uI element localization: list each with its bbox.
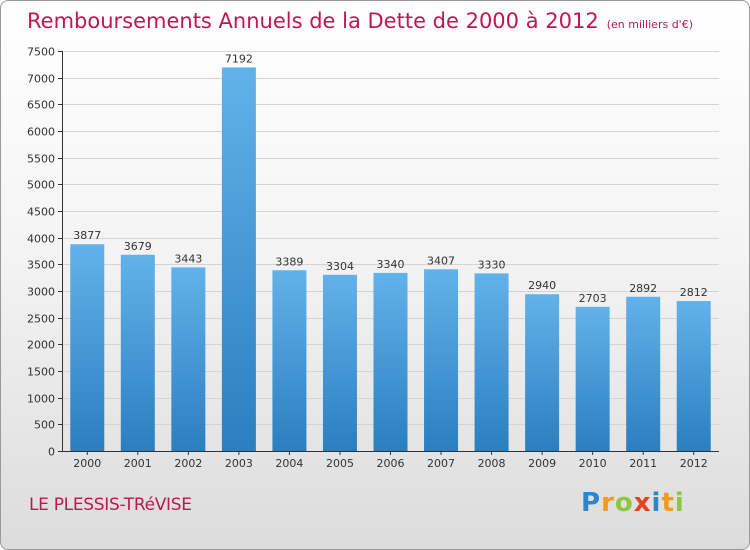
x-tick-label-2002: 2002 [174,457,202,470]
logo-letter: i [674,488,685,518]
y-tick-label: 4000 [27,233,55,246]
bar-2010 [575,306,610,451]
x-tick-label-2005: 2005 [326,457,354,470]
data-label-2009: 2940 [528,279,556,292]
data-label-2000: 3877 [73,229,101,242]
bar-2008 [474,273,509,451]
data-label-2008: 3330 [478,258,506,271]
y-tick-label: 7000 [27,73,55,86]
x-tick-label-2000: 2000 [73,457,101,470]
x-tick-label-2006: 2006 [377,457,405,470]
bars [70,67,711,451]
y-tick-label: 500 [34,419,55,432]
city-name: LE PLESSIS-TRéVISE [29,495,192,515]
y-tick-label: 3500 [27,259,55,272]
x-tick-label-2001: 2001 [124,457,152,470]
y-tick-label: 0 [48,446,55,459]
x-axis-ticks: 2000 2001 2002 2003 2004 2005 2006 2007 2008 2009… [73,451,708,470]
logo-letter: t [661,488,675,518]
data-label-2002: 3443 [174,252,202,265]
x-tick-label-2012: 2012 [680,457,708,470]
chart-unit-label: (en milliers d'€) [606,18,693,31]
y-tick-label: 2500 [27,313,55,326]
bar-2002 [171,267,206,451]
y-tick-label: 5500 [27,153,55,166]
data-label-2011: 2892 [629,282,657,295]
logo-letter: x [633,488,652,518]
bar-2006 [373,272,408,451]
chart-title: Remboursements Annuels de la Dette de 20… [27,9,693,33]
data-label-2007: 3407 [427,254,455,267]
bar-2007 [424,269,459,451]
axes [62,51,719,452]
bar-2001 [120,254,155,451]
x-tick-label-2009: 2009 [528,457,556,470]
data-label-2012: 2812 [680,286,708,299]
bar-2000 [70,244,105,451]
y-tick-label: 3000 [27,286,55,299]
y-tick-label: 2000 [27,339,55,352]
bar-2009 [525,294,560,451]
proxiti-logo: Proxiti [581,488,685,518]
x-tick-label-2010: 2010 [579,457,607,470]
data-label-2001: 3679 [124,240,152,253]
y-tick-label: 1000 [27,393,55,406]
y-tick-label: 6000 [27,126,55,139]
logo-letter: o [614,488,634,518]
logo-letter: r [601,488,615,518]
data-label-2005: 3304 [326,260,354,273]
data-label-2010: 2703 [579,292,607,305]
logo-letter: i [651,488,662,518]
bar-2004 [272,270,307,451]
y-tick-label: 6500 [27,99,55,112]
bar-2011 [626,296,661,451]
x-tick-label-2004: 2004 [275,457,303,470]
y-tick-label: 1500 [27,366,55,379]
data-label-2003: 7192 [225,52,253,65]
y-axis-ticks: 0 500 1000 1500 2000 2500 3000 3500 4000 4500 5000… [27,46,62,459]
chart-title-text: Remboursements Annuels de la Dette de 20… [27,9,599,33]
data-label-2004: 3389 [275,255,303,268]
y-tick-label: 7500 [27,46,55,59]
logo-letter: P [581,488,602,518]
x-tick-label-2003: 2003 [225,457,253,470]
x-tick-label-2007: 2007 [427,457,455,470]
x-tick-label-2008: 2008 [478,457,506,470]
x-tick-label-2011: 2011 [629,457,657,470]
bar-2005 [322,274,357,451]
y-tick-label: 5000 [27,179,55,192]
data-label-2006: 3340 [377,258,405,271]
bar-2003 [221,67,256,451]
data-labels: 3877 3679 3443 7192 3389 3304 3340 3407 3330 2940… [73,52,707,304]
y-tick-label: 4500 [27,206,55,219]
bar-2012 [676,301,711,451]
